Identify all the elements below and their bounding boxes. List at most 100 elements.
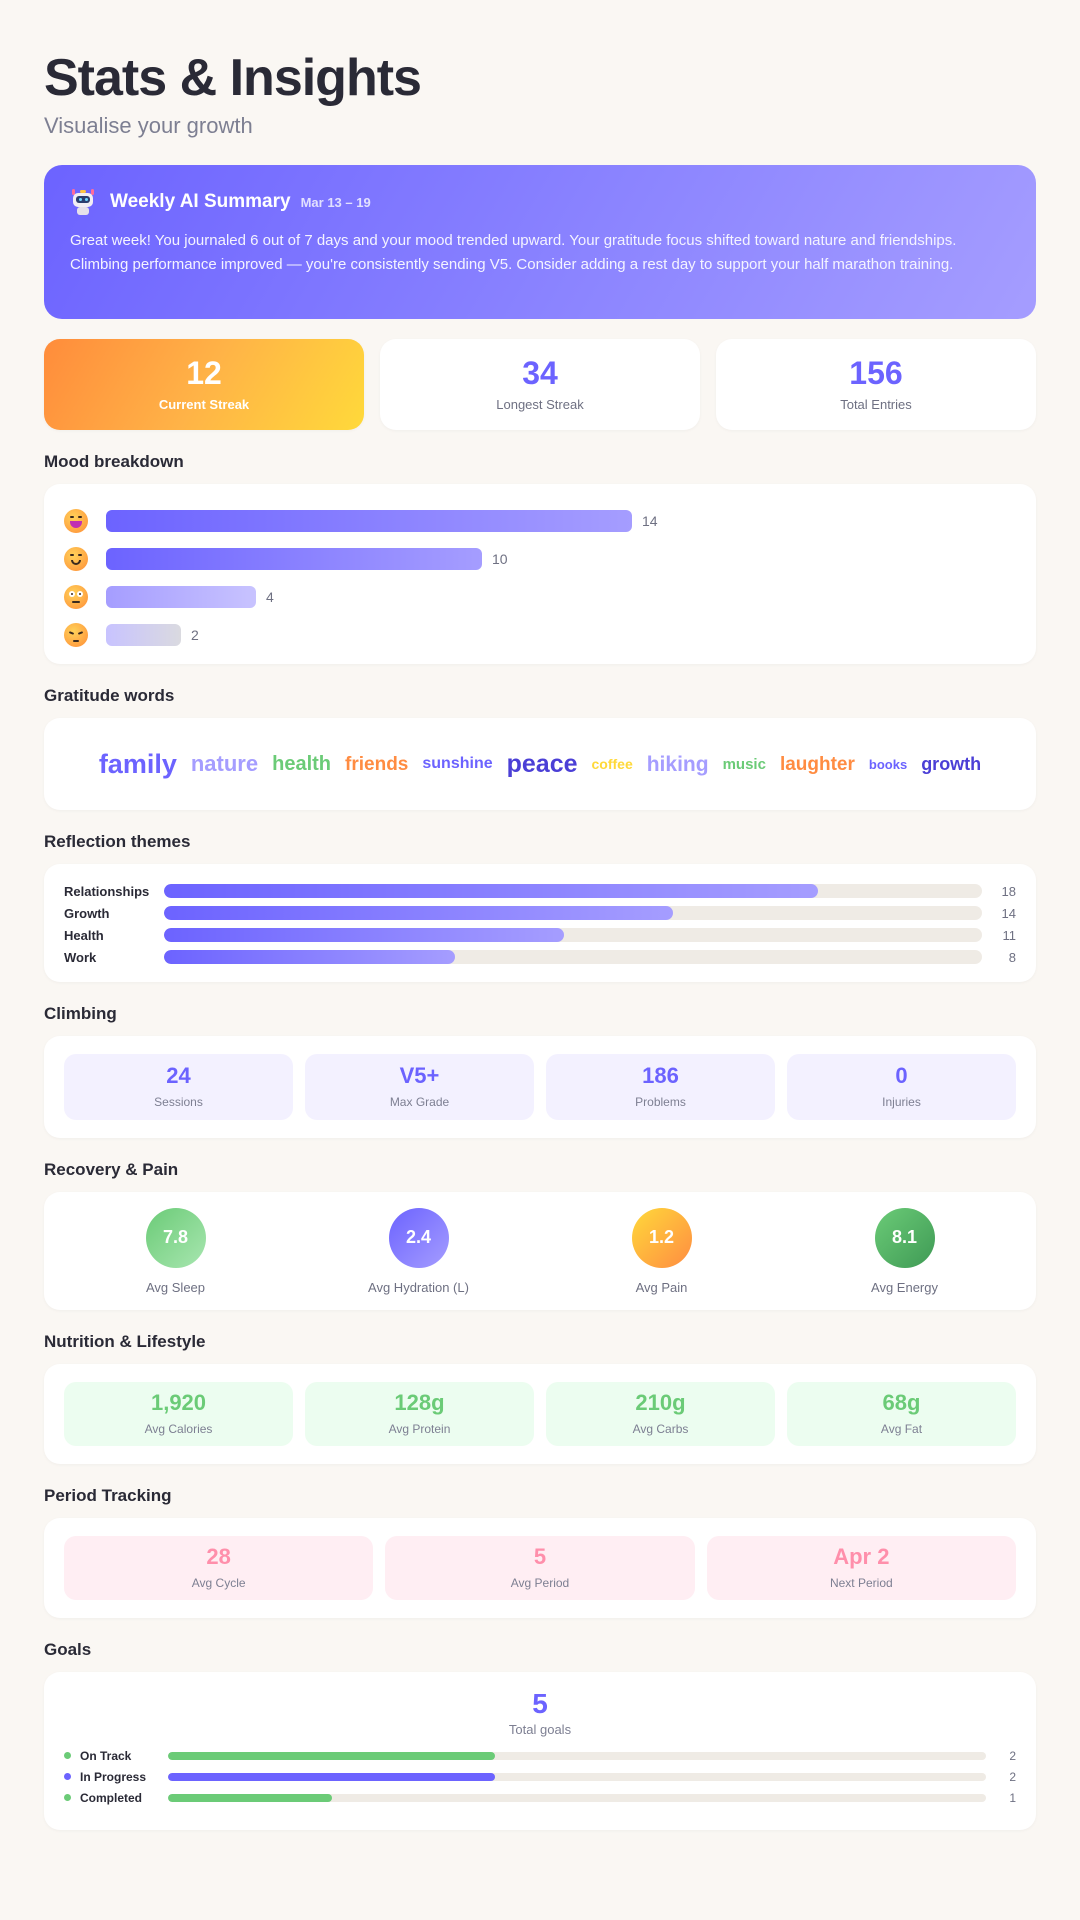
stat-label: Avg Hydration (L)	[368, 1279, 469, 1295]
stat-label: Avg Fat	[880, 1422, 923, 1437]
gratitude-word: health	[272, 753, 332, 776]
longest-streak-value: 34	[522, 355, 558, 392]
stat-value: 5	[533, 1544, 547, 1570]
mood-section-title: Mood breakdown	[44, 452, 184, 472]
theme-count: 14	[1001, 905, 1016, 921]
theme-label: Growth	[64, 905, 110, 921]
goal-count: 1	[1009, 1790, 1016, 1805]
mood-row: 4	[64, 578, 1014, 616]
stat-label: Max Grade	[389, 1095, 450, 1110]
stat-value: 186	[642, 1063, 679, 1089]
weekly-ai-summary-card[interactable]: Weekly AI Summary Mar 13 – 19 Great week…	[44, 165, 1036, 320]
total-entries-label: Total Entries	[840, 397, 912, 413]
avg-protein-tile: 128g Avg Protein	[305, 1382, 534, 1447]
goals-card: 5 Total goals On Track 2 In Progress 2 C…	[44, 1672, 1036, 1831]
ai-summary-date: Mar 13 – 19	[300, 194, 371, 210]
theme-track	[164, 950, 982, 965]
stat-label: Avg Carbs	[632, 1422, 689, 1437]
stat-label: Avg Calories	[144, 1422, 213, 1437]
avg-carbs-tile: 210g Avg Carbs	[546, 1382, 775, 1447]
grinning-face-icon	[64, 509, 88, 534]
mood-bar	[106, 586, 256, 609]
robot-icon	[70, 189, 96, 216]
gratitude-word: family	[98, 748, 177, 779]
current-streak-label: Current Streak	[158, 397, 250, 413]
theme-fill	[164, 928, 564, 943]
stat-value: 128g	[394, 1390, 445, 1416]
theme-track	[164, 928, 982, 943]
gratitude-word: peace	[506, 749, 578, 778]
mood-bar	[106, 624, 181, 647]
stat-value: 24	[166, 1063, 191, 1089]
goal-fill	[168, 1793, 332, 1802]
goal-track	[168, 1772, 986, 1781]
avg-cycle-tile: 28 Avg Cycle	[64, 1536, 374, 1601]
longest-streak-card: 34 Longest Streak	[380, 339, 700, 431]
total-entries-value: 156	[849, 355, 903, 392]
stat-value: 68g	[882, 1390, 921, 1416]
gratitude-word: music	[722, 755, 766, 773]
theme-row: Work 8	[64, 946, 1016, 968]
goal-track	[168, 1751, 986, 1760]
stats-page: Stats & Insights Visualise your growth W…	[44, 49, 1036, 1831]
stat-label: Injuries	[882, 1095, 921, 1110]
theme-row: Relationships 18	[64, 880, 1016, 902]
gratitude-word: growth	[921, 754, 982, 775]
nutrition-section-title: Nutrition & Lifestyle	[44, 1332, 206, 1352]
mood-count: 10	[492, 551, 508, 568]
status-dot-icon	[64, 1752, 71, 1760]
mood-row: 2	[64, 616, 1014, 654]
themes-section-title: Reflection themes	[44, 832, 191, 852]
goal-label: On Track	[80, 1748, 132, 1763]
mood-breakdown-card: 14 10 4	[44, 484, 1036, 665]
gratitude-word: nature	[190, 751, 259, 777]
goals-total-value: 5	[532, 1688, 548, 1720]
stat-label: Avg Period	[510, 1576, 570, 1591]
stat-label: Avg Pain	[635, 1279, 688, 1295]
avg-fat-tile: 68g Avg Fat	[787, 1382, 1016, 1447]
avg-pain-stat: 1.2 Avg Pain	[540, 1207, 783, 1295]
theme-count: 8	[1008, 949, 1016, 965]
gratitude-word: sunshine	[422, 755, 493, 773]
stat-value: Apr 2	[833, 1544, 890, 1570]
goal-track	[168, 1793, 986, 1802]
status-dot-icon	[64, 1773, 71, 1781]
stat-label: Avg Protein	[388, 1422, 451, 1437]
mood-row: 10	[64, 540, 1014, 578]
smiling-face-icon	[64, 547, 88, 572]
climbing-sessions-tile: 24 Sessions	[64, 1054, 293, 1121]
theme-label: Work	[64, 949, 97, 965]
mood-row: 14	[64, 502, 1014, 540]
theme-label: Health	[64, 927, 104, 943]
avg-period-tile: 5 Avg Period	[385, 1536, 695, 1601]
climbing-injuries-tile: 0 Injuries	[787, 1054, 1016, 1121]
mood-count: 4	[266, 589, 274, 606]
longest-streak-label: Longest Streak	[496, 397, 584, 413]
avg-energy-stat: 8.1 Avg Energy	[783, 1207, 1026, 1295]
stat-value: 0	[895, 1063, 908, 1089]
goals-total-label: Total goals	[508, 1722, 572, 1738]
theme-fill	[164, 950, 455, 965]
recovery-card: 7.8 Avg Sleep 2.4 Avg Hydration (L) 1.2 …	[44, 1192, 1036, 1311]
stat-label: Next Period	[829, 1576, 893, 1591]
goal-row-completed: Completed 1	[64, 1787, 1016, 1808]
avg-sleep-stat: 7.8 Avg Sleep	[54, 1207, 297, 1295]
theme-row: Growth 14	[64, 902, 1016, 924]
gratitude-word-cloud: family nature health friends sunshine pe…	[44, 718, 1036, 811]
stat-label: Avg Energy	[871, 1279, 938, 1295]
goal-row-on-track: On Track 2	[64, 1745, 1016, 1766]
theme-fill	[164, 884, 819, 899]
stat-label: Problems	[635, 1095, 686, 1110]
stat-label: Sessions	[154, 1095, 203, 1110]
theme-fill	[164, 906, 673, 921]
period-card: 28 Avg Cycle 5 Avg Period Apr 2 Next Per…	[44, 1518, 1036, 1619]
theme-row: Health 11	[64, 924, 1016, 946]
goal-label: In Progress	[80, 1769, 147, 1784]
climbing-max-grade-tile: V5+ Max Grade	[305, 1054, 534, 1121]
page-title: Stats & Insights	[44, 49, 422, 107]
avg-calories-tile: 1,920 Avg Calories	[64, 1382, 293, 1447]
climbing-problems-tile: 186 Problems	[546, 1054, 775, 1121]
stat-circle: 7.8	[145, 1207, 206, 1268]
mood-count: 14	[642, 513, 658, 530]
climbing-section-title: Climbing	[44, 1004, 117, 1024]
